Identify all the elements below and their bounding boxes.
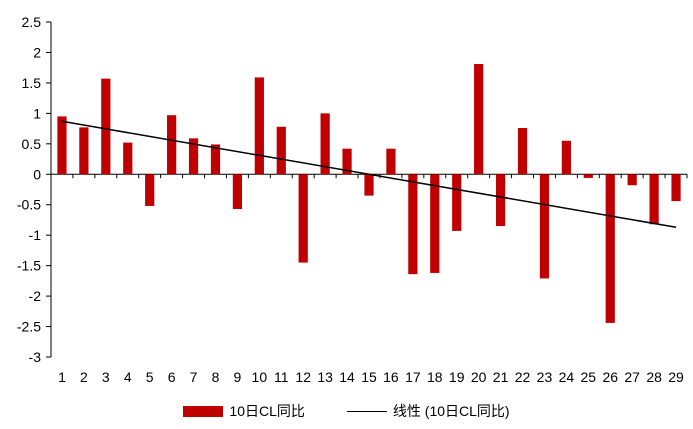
y-tick-label: 2 (33, 44, 41, 60)
x-tick-label: 7 (190, 369, 198, 385)
bar-series (57, 64, 681, 323)
x-tick-label: 11 (274, 369, 289, 385)
bar (276, 126, 286, 175)
bar (57, 116, 67, 175)
y-axis: 2.5 2 1.5 1 0.5 0 -0.5 -1 -1.5 -2 -2.5 -3 (17, 14, 52, 365)
bar (342, 148, 352, 175)
bar (188, 138, 199, 175)
x-tick-label: 8 (212, 369, 220, 385)
bar (254, 77, 264, 175)
bar (452, 174, 462, 231)
legend-swatch-trendline (346, 410, 387, 412)
bar (539, 174, 550, 279)
x-tick-label: 24 (559, 369, 575, 385)
x-tick-label: 9 (234, 369, 242, 385)
x-tick-label: 14 (339, 369, 355, 385)
x-tick-label: 28 (646, 369, 662, 385)
x-tick-label: 25 (581, 369, 597, 385)
bar (408, 174, 418, 275)
y-tick-label: -0.5 (17, 197, 41, 213)
x-tick-label: 13 (317, 369, 333, 385)
legend-swatch-bar (183, 405, 224, 417)
x-tick-label: 22 (515, 369, 531, 385)
x-tick-label: 15 (361, 369, 377, 385)
y-tick-label: 2.5 (22, 14, 42, 30)
bar (167, 115, 177, 175)
y-tick-label: -1 (29, 227, 42, 243)
x-tick-label: 16 (383, 369, 399, 385)
bar (79, 127, 89, 175)
trendline (61, 120, 677, 229)
y-tick-label: 1 (33, 105, 41, 121)
x-tick-label: 19 (449, 369, 465, 385)
x-tick-label: 1 (58, 369, 66, 385)
x-tick-label: 29 (668, 369, 684, 385)
bar (210, 144, 221, 175)
legend-item-trendline: 线性 (10日CL同比) (346, 401, 510, 421)
x-tick-label: 27 (624, 369, 640, 385)
x-tick-label: 18 (427, 369, 443, 385)
y-tick-label: 0.5 (22, 136, 42, 152)
x-tick-label: 17 (405, 369, 421, 385)
bar (583, 174, 593, 178)
bar (627, 174, 637, 186)
legend-label-trendline: 线性 (10日CL同比) (392, 403, 510, 419)
x-tick-label: 10 (252, 369, 268, 385)
bar (364, 174, 374, 196)
x-tick-label: 23 (537, 369, 553, 385)
y-tick-label: -2 (29, 288, 42, 304)
x-tick-label: 26 (602, 369, 618, 385)
x-tick-label: 12 (295, 369, 311, 385)
bar (671, 174, 681, 202)
bar (517, 127, 528, 175)
bar (123, 142, 133, 175)
x-tick-label: 2 (80, 369, 88, 385)
bar (605, 174, 615, 323)
bar (101, 78, 111, 175)
bar (386, 148, 396, 175)
legend: 10日CL同比 线性 (10日CL同比) (0, 398, 693, 424)
bar (298, 174, 308, 263)
bar (474, 64, 484, 175)
x-tick-label: 20 (471, 369, 487, 385)
y-tick-label: 1.5 (22, 75, 42, 91)
bar (561, 140, 571, 175)
bar (430, 174, 440, 273)
x-tick-label: 6 (168, 369, 176, 385)
y-tick-label: -1.5 (17, 258, 41, 274)
bar (232, 174, 243, 209)
y-tick-label: -3 (29, 349, 42, 365)
x-tick-label: 5 (146, 369, 154, 385)
bar (649, 174, 659, 225)
bar (145, 174, 155, 206)
x-tick-label: 3 (102, 369, 110, 385)
legend-item-bar: 10日CL同比 (183, 401, 305, 421)
legend-label-bar: 10日CL同比 (229, 403, 305, 419)
bar (320, 113, 330, 175)
trendline-series (61, 120, 677, 229)
x-tick-label: 4 (124, 369, 132, 385)
bar (495, 174, 506, 227)
y-tick-label: -2.5 (17, 319, 41, 335)
y-tick-label: 0 (33, 166, 41, 182)
x-tick-label: 21 (493, 369, 509, 385)
